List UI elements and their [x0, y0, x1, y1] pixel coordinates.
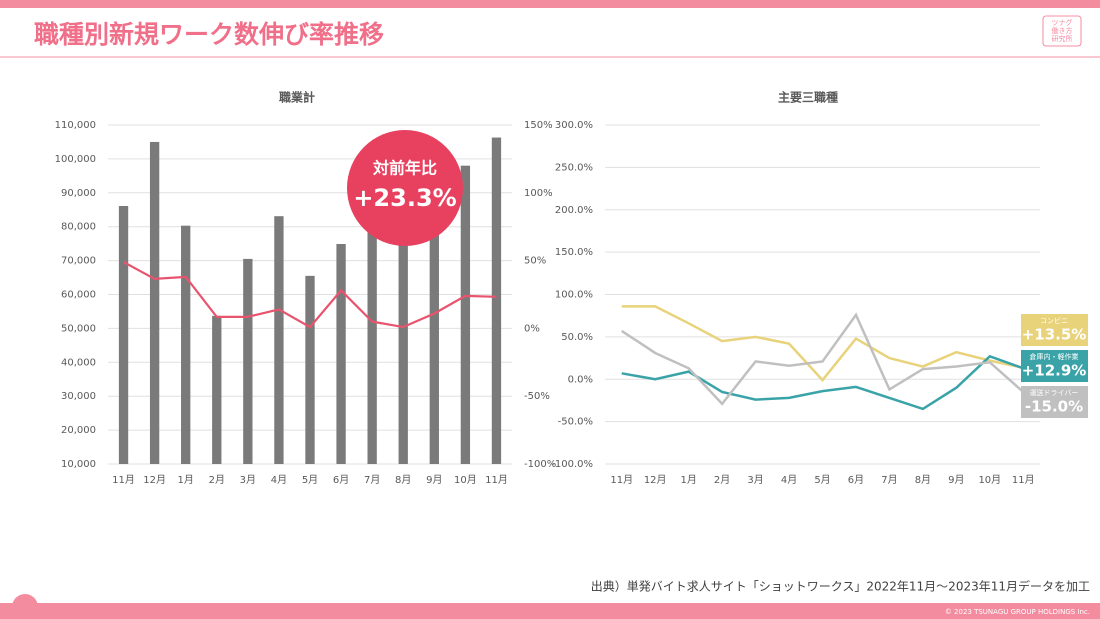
- x-tick-label: 6月: [333, 474, 349, 486]
- x-tick-label: 8月: [915, 474, 931, 486]
- y-tick-label: -50.0%: [558, 417, 593, 428]
- bar: [367, 226, 377, 464]
- x-tick-label: 7月: [881, 474, 897, 486]
- x-tick-label: 2月: [714, 474, 730, 486]
- source-note: 出典）単発バイト求人サイト「ショットワークス」2022年11月～2023年11月…: [591, 579, 1090, 594]
- data-line: [123, 260, 497, 329]
- yoy-badge-value: +23.3%: [353, 184, 456, 212]
- y-tick-label: 110,000: [55, 120, 96, 131]
- bar: [305, 275, 315, 464]
- end-label-value: +13.5%: [1022, 326, 1087, 344]
- y2-tick-label: 50%: [524, 256, 546, 267]
- y-tick-label: 100.0%: [555, 290, 593, 301]
- data-line: [621, 354, 1024, 411]
- bar: [118, 206, 129, 464]
- logo-line: 研究所: [1052, 34, 1073, 43]
- y-tick-label: 90,000: [61, 188, 96, 199]
- x-tick-label: 10月: [454, 474, 477, 486]
- end-label-name: 運送ドライバー: [1030, 388, 1079, 397]
- x-tick-label: 6月: [848, 474, 864, 486]
- y-tick-label: 300.0%: [555, 120, 593, 131]
- y-tick-label: -100.0%: [551, 459, 593, 470]
- y-tick-label: 250.0%: [555, 162, 593, 173]
- end-label-box: [1021, 350, 1088, 382]
- yoy-badge-caption: 対前年比: [372, 159, 437, 178]
- y2-tick-label: 100%: [524, 188, 553, 199]
- x-tick-label: 2月: [209, 474, 225, 486]
- y-tick-label: 100,000: [55, 154, 96, 165]
- y-tick-label: 150.0%: [555, 247, 593, 258]
- x-tick-label: 5月: [302, 474, 318, 486]
- y-tick-label: 70,000: [61, 256, 96, 267]
- y-tick-label: 200.0%: [555, 205, 593, 216]
- end-label-name: 倉庫内・軽作業: [1030, 352, 1079, 361]
- x-tick-label: 4月: [271, 474, 287, 486]
- bar: [243, 258, 253, 464]
- y-tick-label: 20,000: [61, 425, 96, 436]
- x-tick-label: 5月: [814, 474, 830, 486]
- bar: [460, 165, 471, 464]
- bar: [429, 225, 439, 464]
- bar: [149, 141, 160, 464]
- y2-tick-label: 0%: [524, 323, 540, 334]
- x-tick-label: 12月: [644, 474, 667, 486]
- x-tick-label: 10月: [978, 474, 1001, 486]
- x-tick-label: 8月: [395, 474, 411, 486]
- y-tick-label: 10,000: [61, 459, 96, 470]
- y2-tick-label: 150%: [524, 120, 553, 131]
- end-label-box: [1021, 314, 1088, 346]
- y2-tick-label: -100%: [524, 459, 556, 470]
- y-tick-label: 60,000: [61, 290, 96, 301]
- x-tick-label: 3月: [747, 474, 763, 486]
- slide-title: 職種別新規ワーク数伸び率推移: [34, 20, 384, 49]
- bar: [491, 137, 502, 464]
- x-tick-label: 12月: [143, 474, 166, 486]
- y-tick-label: 0.0%: [568, 374, 593, 385]
- y-tick-label: 50,000: [61, 323, 96, 334]
- x-tick-label: 11月: [610, 474, 633, 486]
- y-tick-label: 40,000: [61, 357, 96, 368]
- x-tick-label: 11月: [485, 474, 508, 486]
- data-line: [621, 305, 1024, 383]
- end-label-value: +12.9%: [1022, 362, 1087, 380]
- bottom-band: [0, 603, 1100, 619]
- x-tick-label: 9月: [426, 474, 442, 486]
- y-tick-label: 30,000: [61, 391, 96, 402]
- corner-dot: [12, 594, 38, 619]
- x-tick-label: 11月: [1012, 474, 1035, 486]
- bar: [181, 225, 191, 464]
- y-tick-label: 50.0%: [561, 332, 593, 343]
- end-label-value: -15.0%: [1025, 398, 1083, 416]
- end-label-name: コンビニ: [1040, 316, 1068, 325]
- x-tick-label: 4月: [781, 474, 797, 486]
- y2-tick-label: -50%: [524, 391, 550, 402]
- bar: [398, 240, 408, 464]
- data-line: [621, 312, 1025, 406]
- x-tick-label: 1月: [178, 474, 194, 486]
- chart-title: 主要三職種: [778, 90, 838, 105]
- x-tick-label: 11月: [112, 474, 135, 486]
- y-tick-label: 80,000: [61, 222, 96, 233]
- copyright: © 2023 TSUNAGU GROUP HOLDINGS Inc.: [945, 608, 1090, 616]
- chart-title: 職業計: [279, 90, 315, 105]
- x-tick-label: 3月: [240, 474, 256, 486]
- x-tick-label: 1月: [680, 474, 696, 486]
- logo-box: [1042, 15, 1082, 47]
- logo-line: 働き方: [1052, 26, 1073, 35]
- top-band: [0, 0, 1100, 8]
- bar: [274, 216, 284, 464]
- end-label-box: [1021, 386, 1088, 418]
- bar: [212, 315, 222, 464]
- logo-line: ツナグ: [1052, 18, 1073, 27]
- yoy-badge: [347, 130, 463, 246]
- x-tick-label: 9月: [948, 474, 964, 486]
- x-tick-label: 7月: [364, 474, 380, 486]
- bar: [336, 243, 346, 464]
